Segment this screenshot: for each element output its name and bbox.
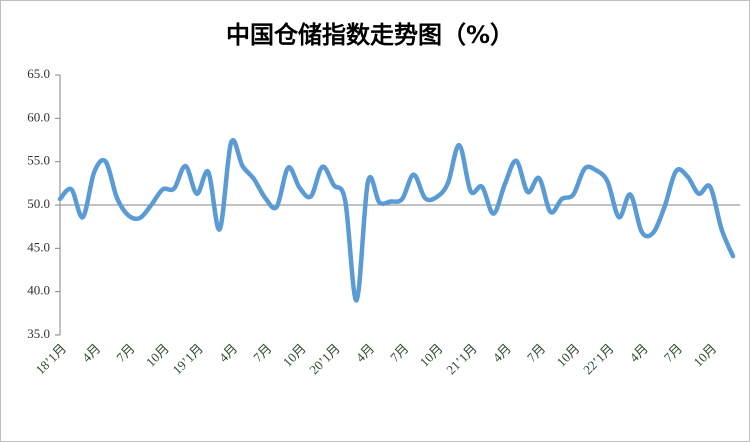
data-line — [57, 138, 736, 303]
y-tick-label: 35.0 — [27, 326, 50, 341]
y-tick-label: 40.0 — [27, 283, 50, 298]
chart-title: 中国仓储指数走势图（%） — [226, 21, 514, 49]
y-tick-label: 45.0 — [27, 239, 50, 254]
y-tick-label: 60.0 — [27, 109, 50, 124]
y-tick-label: 50.0 — [27, 196, 50, 211]
y-tick-label: 55.0 — [27, 153, 50, 168]
y-tick-label: 65.0 — [27, 66, 50, 81]
